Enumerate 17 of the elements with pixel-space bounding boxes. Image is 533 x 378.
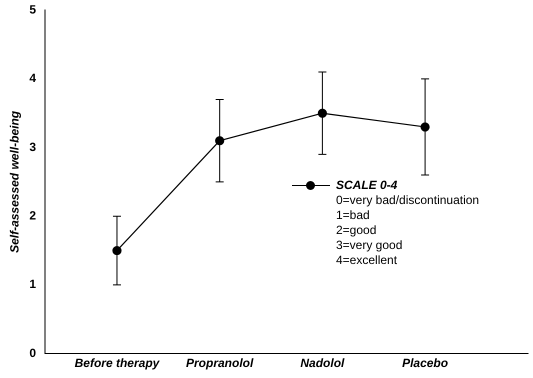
- x-tick-label: Propranolol: [186, 356, 254, 370]
- y-tick-label: 1: [29, 277, 36, 292]
- annotation: 2=good: [336, 223, 378, 238]
- annotation: 1=bad: [336, 208, 371, 223]
- y-tick-label: 5: [29, 2, 36, 17]
- annotation: 3=very good: [336, 238, 404, 253]
- annotation: 0=very bad/discontinuation: [336, 193, 480, 208]
- x-tick-label: Before therapy: [74, 356, 161, 370]
- y-tick-label: 3: [29, 140, 36, 154]
- annotation: 4=excellent: [336, 253, 398, 268]
- legend-label: SCALE 0-4: [336, 178, 398, 193]
- x-tick-label: Nadolol: [300, 356, 346, 370]
- y-tick-label: 0: [29, 346, 36, 360]
- x-tick-label: Placebo: [402, 356, 448, 370]
- y-tick-label: 4: [29, 71, 36, 86]
- y-axis-title: Self-assessed well-being: [8, 110, 22, 253]
- y-tick-label: 2: [29, 208, 36, 223]
